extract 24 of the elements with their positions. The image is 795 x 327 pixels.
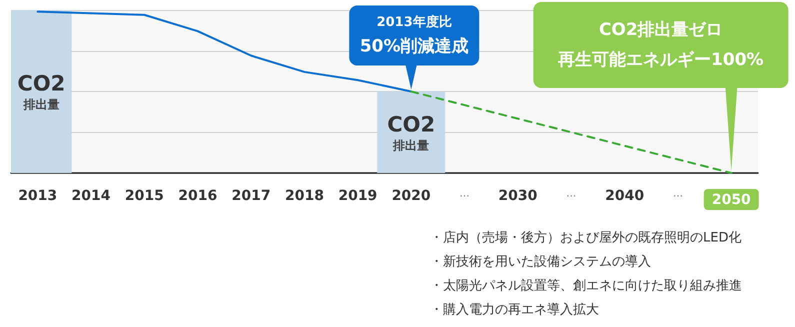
annotation: 2013年度比 [376,14,452,30]
text: ・購入電力の再エネ導入拡大 [430,302,599,318]
x-tick-label: … [672,188,683,200]
x-tick-label: 2013 [18,188,58,204]
x-tick-label: 2050 [712,192,752,208]
annotation: CO2排出量ゼロ [598,20,723,40]
x-tick-label: 2016 [178,188,218,204]
x-tick-label: 2015 [124,188,164,204]
x-tick-label: 2019 [338,188,378,204]
x-tick-label: 2018 [284,188,324,204]
x-tick-label: … [460,188,470,200]
x-tick-label: 2014 [72,188,111,204]
series-label: CO2 排出量 [17,72,66,112]
x-tick-label: 2040 [605,188,644,204]
annotation: 再生可能エネルギー100% [557,50,764,70]
text: ・新技術を用いた設備システムの導入 [430,254,651,270]
text: ・店内（売場・後方）および屋外の既存照明のLED化 [430,230,742,246]
text: CO2 排出量 [387,112,436,152]
x-tick-label: 2020 [392,188,431,204]
x-tick-label: 2030 [498,188,538,204]
text: ・太陽光パネル設置等、創エネに向けた取り組み推進 [430,278,742,294]
x-tick-label: 2017 [232,188,271,204]
annotation: 50%削減達成 [360,36,469,56]
x-tick-label: … [566,188,576,200]
